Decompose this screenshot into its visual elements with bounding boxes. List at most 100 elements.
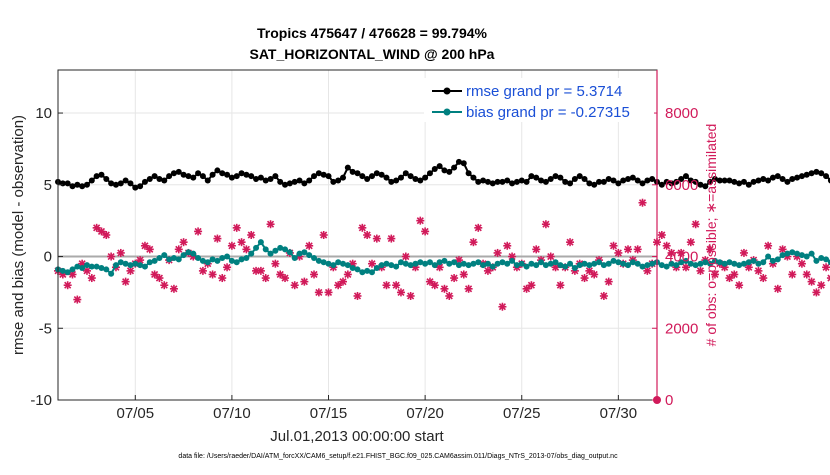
rmse-point [818, 170, 825, 177]
rmse-point [581, 176, 588, 183]
obs-point [372, 234, 381, 243]
bias-point [325, 260, 332, 267]
y-right-tick-label: 2000 [665, 320, 698, 337]
rmse-point [736, 180, 743, 187]
bias-point [166, 256, 173, 263]
obs-point [382, 281, 391, 290]
rmse-point [639, 180, 646, 187]
rmse-point [359, 173, 366, 180]
rmse-point [272, 173, 279, 180]
rmse-point [378, 171, 385, 178]
rmse-point [576, 173, 583, 180]
bias-point [523, 263, 530, 270]
rmse-point [204, 177, 211, 184]
obs-point [464, 284, 473, 293]
rmse-point [277, 178, 284, 185]
obs-point [546, 252, 555, 261]
obs-point [102, 231, 111, 239]
rmse-point [195, 170, 202, 177]
obs-point [97, 227, 106, 236]
bias-point [484, 260, 491, 267]
bias-point [446, 260, 453, 267]
bias-point [359, 269, 366, 276]
bias-point [127, 262, 134, 269]
obs-point [63, 281, 72, 290]
obs-point [508, 252, 517, 261]
rmse-point [808, 170, 815, 177]
bias-point [132, 260, 139, 267]
obs-point [643, 266, 652, 275]
obs-point [281, 274, 290, 283]
obs-point [802, 270, 811, 279]
obs-point [580, 274, 589, 283]
rmse-point [83, 181, 90, 188]
bias-point [513, 262, 520, 269]
rmse-point [175, 168, 182, 175]
obs-point [778, 245, 787, 254]
rmse-point [161, 177, 168, 184]
bias-point [224, 253, 231, 260]
rmse-point [199, 173, 206, 180]
rmse-point [417, 177, 424, 184]
obs-point [556, 281, 565, 290]
bias-point [818, 254, 825, 261]
obs-point [797, 259, 806, 268]
rmse-point [431, 166, 438, 172]
rmse-point [320, 171, 327, 178]
rmse-point [393, 177, 400, 184]
obs-point [107, 252, 116, 261]
rmse-point [663, 178, 670, 185]
bias-point [798, 252, 805, 259]
rmse-point [620, 177, 627, 184]
obs-point [261, 274, 270, 283]
bias-point [504, 260, 511, 267]
legend: rmse grand pr = 5.3714 bias grand pr = -… [424, 78, 654, 122]
bias-point [455, 262, 462, 269]
bias-point [156, 254, 163, 261]
obs-point [807, 277, 816, 286]
bias-point [460, 260, 467, 267]
rmse-point [692, 178, 699, 185]
rmse-point [412, 176, 419, 183]
rmse-point [291, 178, 298, 185]
rmse-point [687, 177, 694, 184]
obs-point [474, 223, 483, 232]
bias-point [253, 244, 260, 251]
rmse-point [489, 180, 496, 187]
obs-point [92, 223, 101, 232]
bias-point [663, 263, 670, 270]
rmse-point [596, 178, 603, 185]
bias-point [88, 263, 95, 270]
obs-point [826, 274, 830, 282]
rmse-point [79, 183, 86, 190]
rmse-point [789, 176, 796, 183]
obs-point [392, 281, 401, 290]
obs-point [416, 216, 425, 225]
rmse-point [571, 176, 578, 183]
bias-point [354, 266, 361, 273]
bias-point [214, 257, 221, 264]
rmse-point [122, 177, 129, 184]
rmse-point [127, 180, 134, 187]
bias-point [600, 262, 607, 269]
bias-point [407, 262, 414, 269]
obs-point [276, 270, 285, 279]
bias-point [480, 262, 487, 269]
bias-point [340, 260, 347, 267]
rmse-point [257, 174, 264, 181]
chart-title-line1: Tropics 475647 / 476628 = 99.794% [257, 25, 488, 41]
bias-point [315, 257, 322, 264]
obs-point [174, 245, 183, 254]
bias-point [760, 259, 767, 266]
obs-point [633, 245, 642, 254]
rmse-point [397, 174, 404, 181]
bias-point [296, 250, 303, 257]
rmse-point [354, 170, 361, 177]
rmse-point [137, 183, 144, 190]
rmse-point [267, 176, 274, 183]
rmse-point [750, 178, 757, 185]
bias-point [745, 259, 752, 266]
obs-point [310, 270, 319, 279]
bias-point [368, 269, 375, 276]
